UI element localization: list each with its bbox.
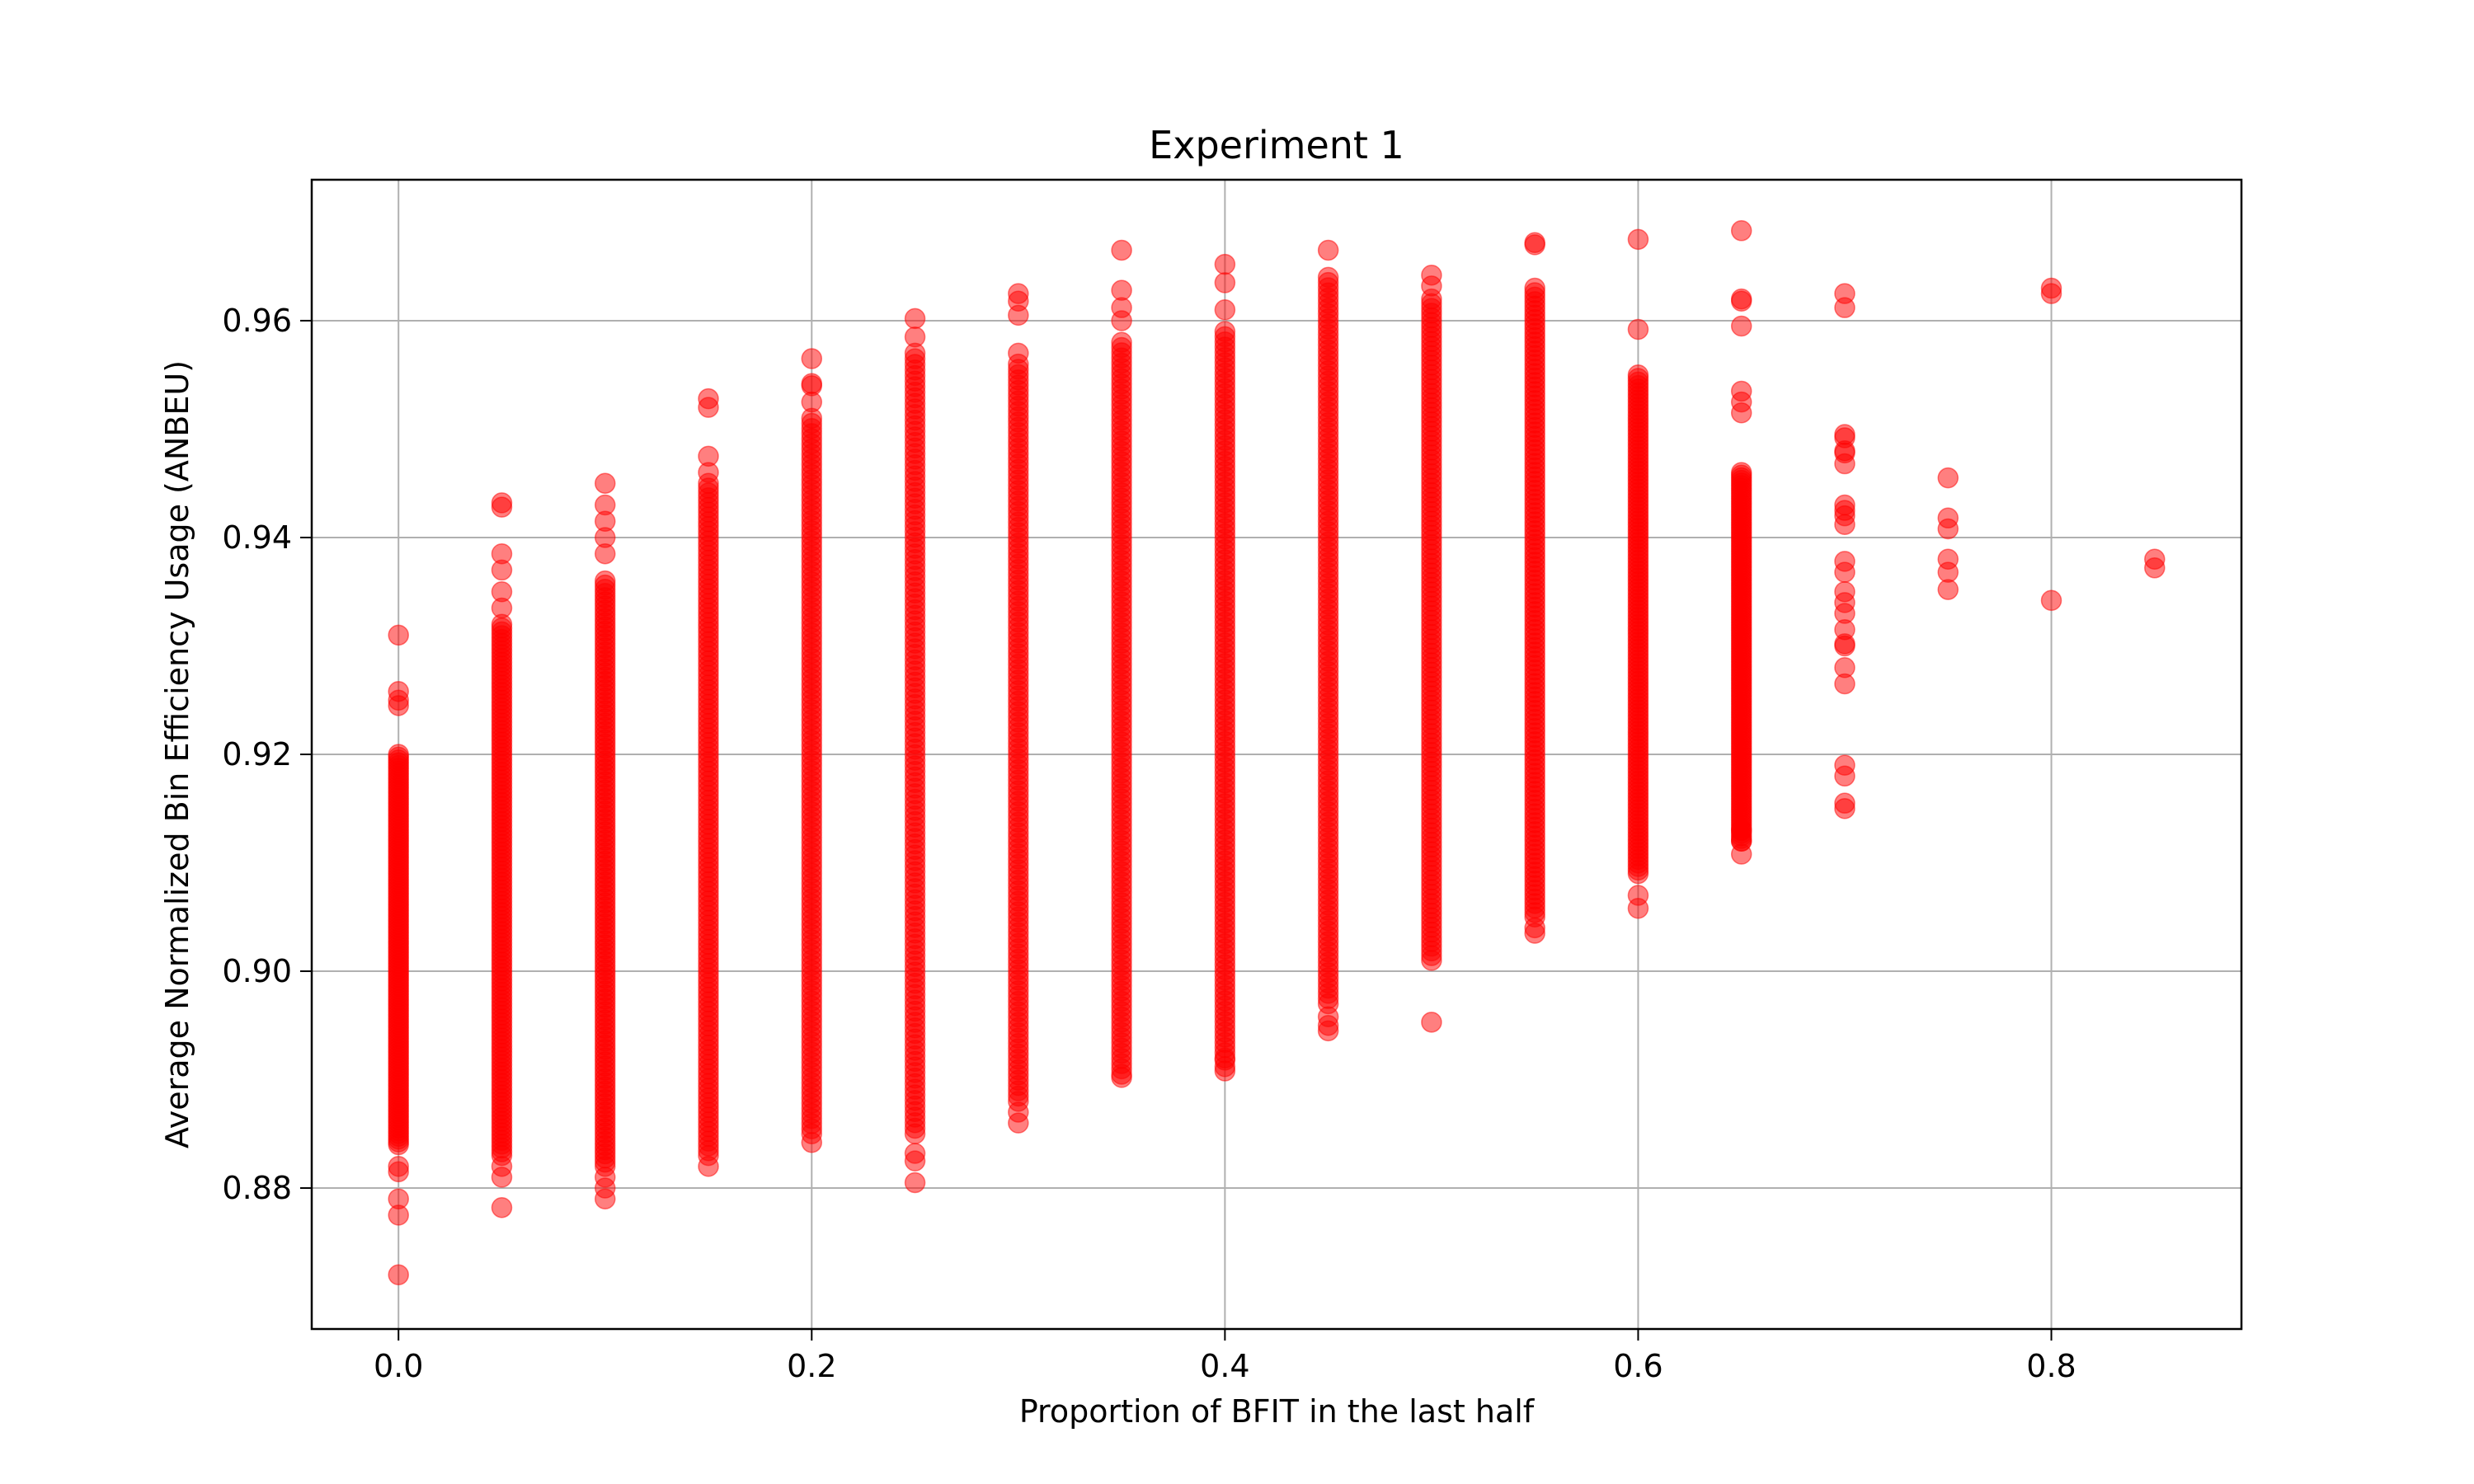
data-point (1111, 279, 1132, 301)
data-point (1008, 283, 1029, 304)
data-point (595, 570, 616, 592)
data-point (1111, 331, 1132, 354)
data-point (1214, 321, 1236, 342)
data-point (1937, 467, 1959, 489)
data-point (1627, 364, 1649, 386)
data-point (698, 387, 719, 410)
data-point (595, 472, 616, 494)
x-tick-label: 0.6 (1613, 1348, 1663, 1384)
data-point (595, 1167, 616, 1188)
x-tick-label: 0.0 (374, 1348, 423, 1384)
data-point (904, 326, 926, 348)
data-point (491, 1196, 513, 1219)
data-point (1937, 507, 1959, 529)
y-tick-label: 0.92 (222, 736, 292, 773)
x-tick-label: 0.2 (787, 1348, 836, 1384)
data-point (2040, 589, 2062, 612)
x-tick-label: 0.8 (2026, 1348, 2076, 1384)
data-point (388, 744, 409, 765)
data-point (1524, 917, 1545, 939)
data-point (491, 1155, 513, 1177)
data-point (1214, 272, 1236, 294)
data-point (904, 1172, 926, 1194)
data-point (1317, 266, 1339, 289)
data-point (1730, 819, 1752, 841)
data-point (1627, 228, 1649, 251)
data-point (1524, 277, 1545, 299)
data-point (595, 494, 616, 516)
data-point (491, 542, 513, 565)
data-point (1730, 220, 1752, 242)
data-point (1834, 754, 1856, 776)
data-point (801, 373, 823, 394)
data-point (388, 680, 409, 702)
data-point (1730, 380, 1752, 402)
y-tick-label: 0.96 (222, 303, 292, 339)
data-point (1937, 548, 1959, 571)
data-point (388, 1264, 409, 1285)
axis-ticks: 0.0 0.2 0.4 0.6 0.8 0.88 0.90 0.92 0.94 0.96 (222, 303, 2076, 1384)
data-point (698, 1155, 719, 1177)
data-point (1214, 253, 1236, 275)
y-tick-label: 0.94 (222, 519, 292, 556)
data-point (1008, 342, 1029, 364)
data-point (1214, 1050, 1236, 1071)
data-points (388, 220, 2166, 1285)
data-point (1834, 494, 1856, 516)
data-point (1834, 580, 1856, 603)
y-tick-label: 0.90 (222, 953, 292, 989)
data-point (1834, 424, 1856, 445)
data-point (801, 348, 823, 369)
chart-title: Experiment 1 (1149, 123, 1404, 167)
data-point (1834, 657, 1856, 679)
x-tick-label: 0.4 (1200, 1348, 1249, 1384)
data-point (491, 492, 513, 514)
data-point (1317, 1006, 1339, 1028)
data-point (1524, 232, 1545, 254)
x-axis-label: Proportion of BFIT in the last half (1019, 1393, 1536, 1430)
data-point (1214, 299, 1236, 321)
data-point (1730, 288, 1752, 310)
data-point (1111, 1064, 1132, 1085)
data-point (1730, 315, 1752, 337)
data-point (1730, 462, 1752, 483)
data-point (491, 580, 513, 603)
data-point (2040, 277, 2062, 299)
data-point (1317, 239, 1339, 261)
data-point (388, 1188, 409, 1209)
data-point (1834, 792, 1856, 814)
data-point (1111, 239, 1132, 261)
data-point (1834, 551, 1856, 572)
data-point (2144, 548, 2166, 571)
data-point (904, 308, 926, 330)
data-point (1421, 1012, 1442, 1033)
data-point (1627, 885, 1649, 906)
y-axis-label: Average Normalized Bin Efficiency Usage … (159, 360, 195, 1148)
data-point (388, 1155, 409, 1177)
data-point (1627, 318, 1649, 340)
data-point (1834, 283, 1856, 304)
data-point (801, 1132, 823, 1153)
data-point (1008, 1101, 1029, 1123)
y-tick-label: 0.88 (222, 1170, 292, 1206)
data-point (388, 624, 409, 646)
data-point (904, 1143, 926, 1164)
data-point (1421, 264, 1442, 286)
data-point (698, 445, 719, 467)
